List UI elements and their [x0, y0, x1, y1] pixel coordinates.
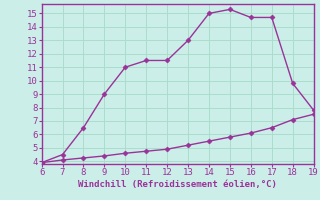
X-axis label: Windchill (Refroidissement éolien,°C): Windchill (Refroidissement éolien,°C)	[78, 180, 277, 189]
